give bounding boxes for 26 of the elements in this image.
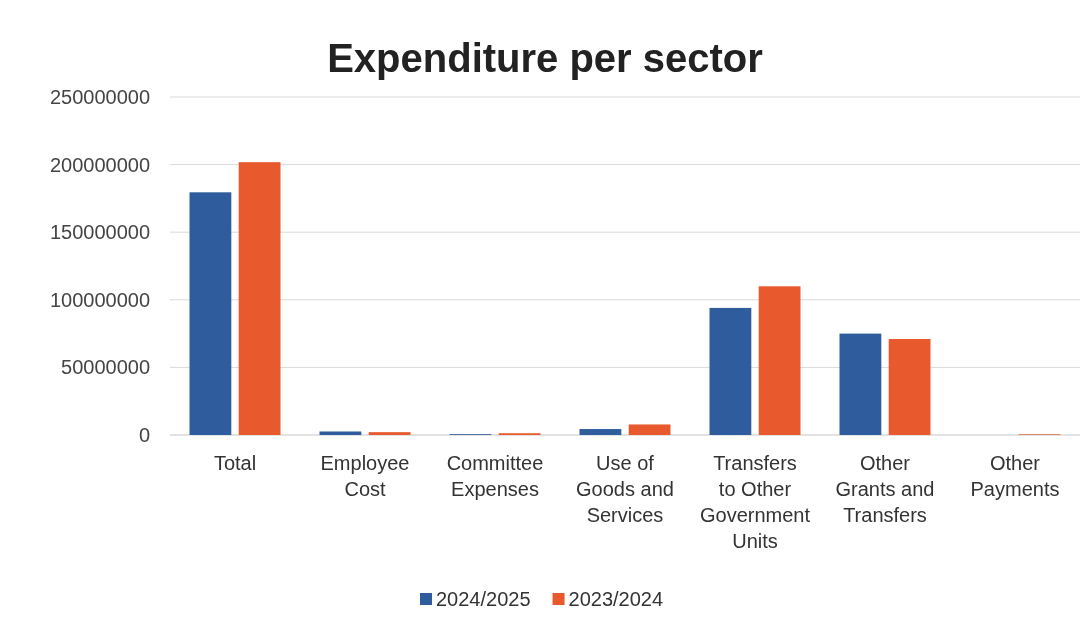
bar — [839, 333, 882, 435]
y-tick-label: 0 — [138, 423, 150, 446]
y-tick-label: 250000000 — [49, 85, 150, 108]
x-tick-label: Transfers to Other Government Units — [699, 452, 811, 552]
x-tick-label: Other Grants and Transfers — [835, 452, 935, 526]
bar — [368, 432, 411, 435]
bar — [758, 286, 801, 435]
bar — [628, 424, 671, 435]
bar — [709, 307, 752, 435]
x-tick-label: Committee Expenses — [446, 452, 544, 500]
bar — [888, 339, 931, 435]
x-tick-label: Total — [213, 452, 257, 474]
bar — [238, 162, 281, 435]
x-tick-label: Employee Cost — [320, 452, 410, 500]
legend-label: 2024/2025 — [436, 588, 531, 610]
y-tick-label: 150000000 — [49, 221, 150, 244]
y-tick-label: 50000000 — [61, 356, 150, 379]
x-tick-label: Other Payments — [970, 452, 1060, 500]
y-tick-label: 200000000 — [49, 153, 150, 176]
x-tick-label: Use of Goods and Services — [576, 452, 674, 526]
bar — [189, 192, 232, 435]
bar — [319, 431, 362, 435]
y-tick-label: 100000000 — [49, 288, 150, 311]
bar — [579, 429, 622, 435]
legend-label: 2023/2024 — [568, 588, 664, 610]
chart-title: Expenditure per sector — [327, 36, 763, 80]
